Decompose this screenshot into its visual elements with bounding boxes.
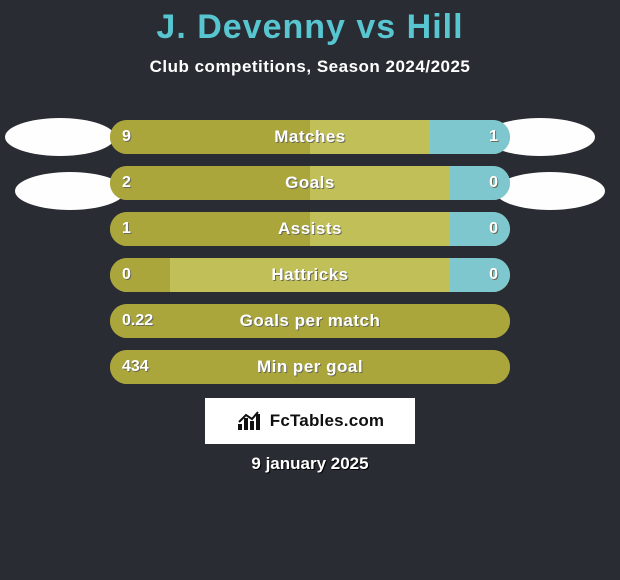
- right-value: 0: [489, 258, 498, 292]
- stat-label: Goals per match: [240, 311, 381, 331]
- left-value: 434: [122, 350, 149, 384]
- comparison-card: J. Devenny vs Hill Club competitions, Se…: [0, 0, 620, 580]
- card-date: 9 january 2025: [0, 454, 620, 474]
- stat-label: Matches: [274, 127, 346, 147]
- stat-label: Hattricks: [271, 265, 348, 285]
- right-value: 0: [489, 166, 498, 200]
- attribution-logo: FcTables.com: [205, 398, 415, 444]
- attribution-text: FcTables.com: [270, 411, 385, 431]
- stat-label-wrap: Hattricks: [110, 258, 510, 292]
- stat-label: Goals: [285, 173, 335, 193]
- stat-row: Hattricks 0 0: [110, 258, 510, 292]
- club-badge: [5, 118, 115, 156]
- left-value: 1: [122, 212, 131, 246]
- left-value: 0.22: [122, 304, 153, 338]
- right-value: 1: [489, 120, 498, 154]
- stat-label: Min per goal: [257, 357, 363, 377]
- left-value: 0: [122, 258, 131, 292]
- stat-label-wrap: Assists: [110, 212, 510, 246]
- fctables-icon: [236, 410, 264, 432]
- stat-row: Min per goal 434: [110, 350, 510, 384]
- stat-label-wrap: Matches: [110, 120, 510, 154]
- left-value: 9: [122, 120, 131, 154]
- stat-label: Assists: [278, 219, 342, 239]
- club-badge: [15, 172, 125, 210]
- club-badge: [495, 172, 605, 210]
- comparison-rows: Matches91Goals20Assists10Hattricks00Goal…: [110, 120, 510, 396]
- card-subtitle: Club competitions, Season 2024/2025: [0, 57, 620, 77]
- stat-row: Goals 2 0: [110, 166, 510, 200]
- left-value: 2: [122, 166, 131, 200]
- card-title: J. Devenny vs Hill: [0, 0, 620, 47]
- right-value: 0: [489, 212, 498, 246]
- stat-row: Goals per match 0.22: [110, 304, 510, 338]
- stat-row: Assists 1 0: [110, 212, 510, 246]
- stat-row: Matches 9 1: [110, 120, 510, 154]
- stat-label-wrap: Goals: [110, 166, 510, 200]
- stat-label-wrap: Goals per match: [110, 304, 510, 338]
- stat-label-wrap: Min per goal: [110, 350, 510, 384]
